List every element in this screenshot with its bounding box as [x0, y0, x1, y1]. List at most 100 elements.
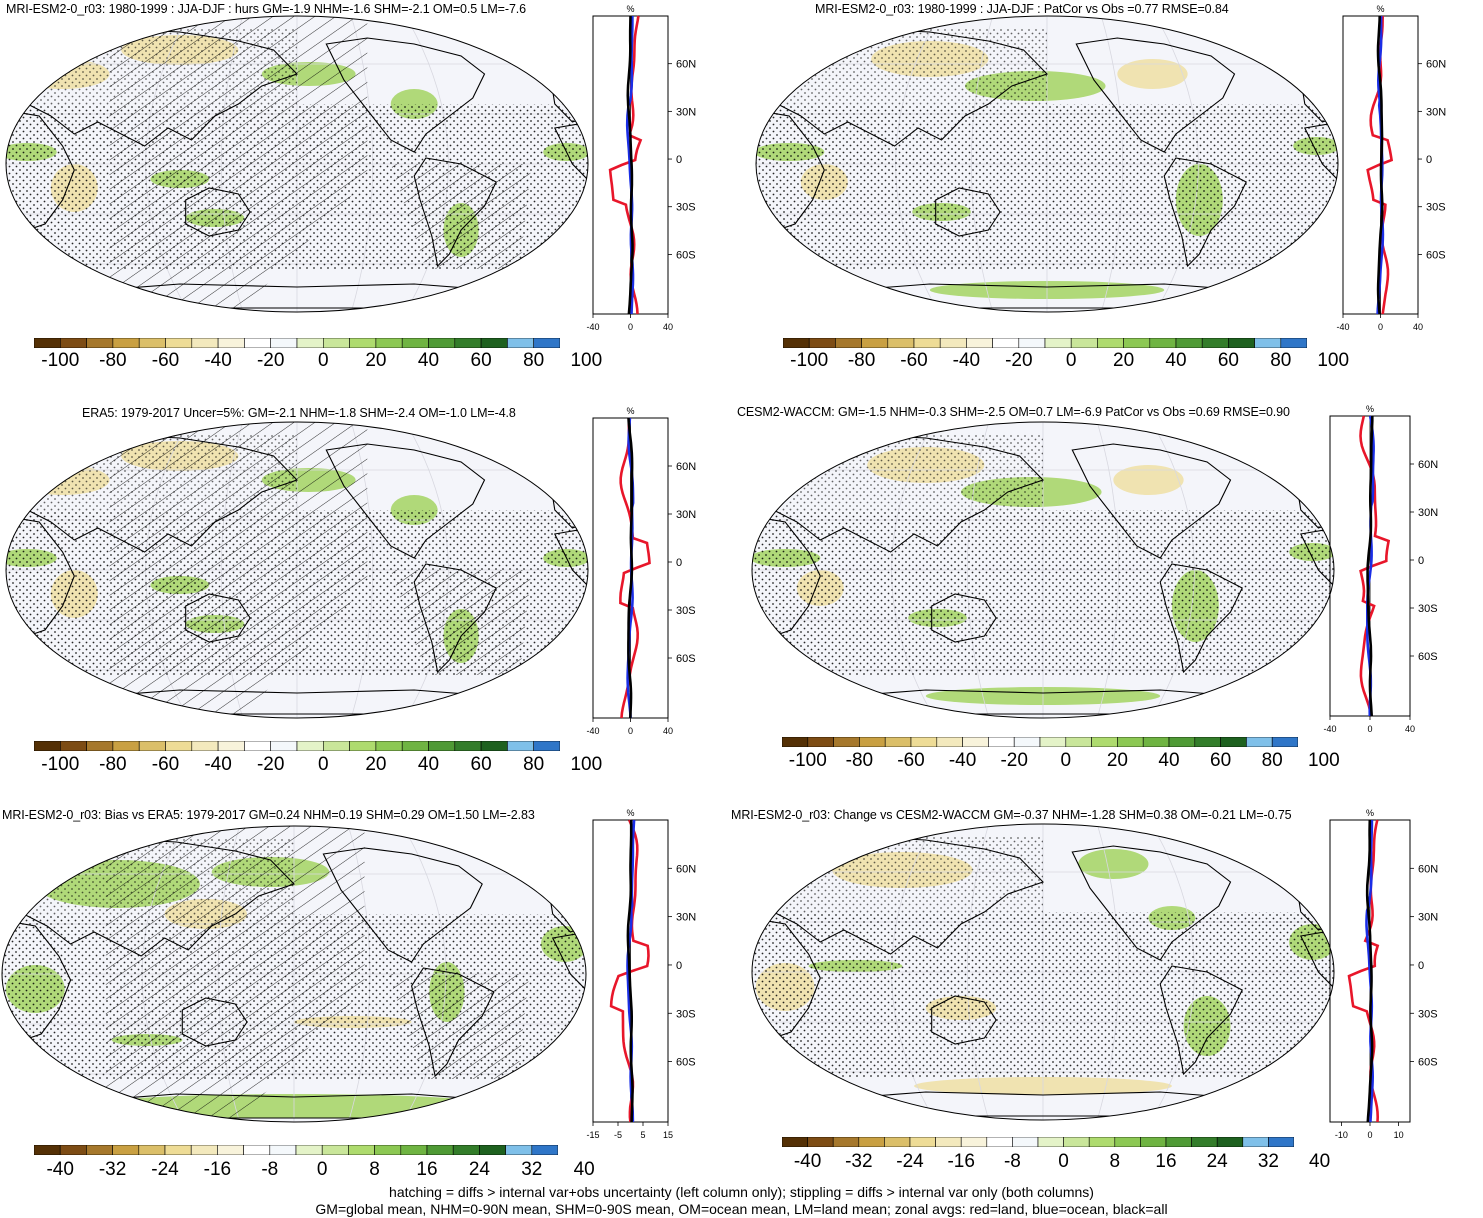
colorbar-tick-label: 60 — [1217, 350, 1239, 371]
map-hatching — [109, 16, 368, 312]
colorbar-tick-label: -16 — [203, 1159, 232, 1180]
map-hatching — [390, 570, 532, 675]
colorbar-swatch — [1065, 737, 1092, 747]
zonal-lat-label: 0 — [1418, 960, 1424, 972]
colorbar-swatch — [321, 1145, 349, 1155]
colorbar-tick-label: 16 — [416, 1159, 438, 1180]
colorbar-swatch — [1165, 1137, 1192, 1147]
colorbar-swatch — [401, 338, 429, 348]
panel-2-colorbar-labels: -100 -80 -60 -40 -20 0 20 40 60 80 100 — [783, 350, 1349, 374]
colorbar-tick-label: -100 — [790, 350, 829, 371]
colorbar-swatch — [1114, 1137, 1141, 1147]
colorbar-swatch — [59, 338, 87, 348]
zonal-x-label: 15 — [663, 1130, 673, 1140]
colorbar-tick-label: 40 — [573, 1159, 595, 1180]
colorbar-swatch — [1254, 338, 1282, 348]
colorbar-swatch — [454, 741, 482, 751]
zonal-all-line — [1365, 819, 1374, 1123]
map-border — [751, 823, 1335, 1121]
colorbar-swatch — [400, 1145, 428, 1155]
colorbar-swatch — [1063, 1137, 1090, 1147]
colorbar-tick-label: 20 — [365, 754, 387, 775]
panel-2-map — [755, 15, 1339, 313]
map-coastline — [185, 187, 251, 237]
panel-5-colorbar-labels: -40 -32 -24 -16 -8 0 8 16 24 32 40 — [34, 1159, 594, 1183]
colorbar-tick-label: 0 — [1060, 750, 1072, 771]
colorbar-swatch — [112, 741, 140, 751]
colorbar-swatch — [1216, 1137, 1244, 1147]
panel-6-title: MRI-ESM2-0_r03: Change vs CESM2-WACCM GM… — [731, 808, 1292, 822]
panel-3-title: ERA5: 1979-2017 Uncer=5%: GM=-2.1 NHM=-1… — [82, 406, 516, 420]
colorbar-swatch — [217, 338, 245, 348]
colorbar-swatch — [1168, 737, 1196, 747]
colorbar-swatch — [1246, 737, 1273, 747]
colorbar-swatch — [322, 338, 350, 348]
zonal-land-line — [608, 15, 643, 315]
zonal-lat-label: 0 — [1418, 555, 1424, 567]
colorbar-tick-label: 40 — [417, 754, 440, 775]
footer-line-2: GM=global mean, NHM=0-90N mean, SHM=0-90… — [315, 1201, 1168, 1217]
colorbar-tick-label: 0 — [316, 1159, 328, 1180]
colorbar-swatch — [1242, 1137, 1269, 1147]
map-coastline — [1245, 25, 1288, 57]
panel-6-map — [751, 823, 1335, 1121]
colorbar-swatch — [782, 737, 809, 747]
colorbar-swatch — [34, 338, 61, 348]
panel-4-zonal-plot: % 60N 30N 0 30S 60S -40 0 40 — [1323, 404, 1438, 734]
colorbar-swatch — [936, 737, 963, 747]
zonal-lat-label: 60S — [1418, 651, 1438, 663]
colorbar-tick-label: -8 — [261, 1159, 279, 1180]
colorbar-swatch — [1201, 338, 1229, 348]
colorbar-tick-label: -32 — [845, 1151, 873, 1172]
zonal-x-label: 0 — [1367, 724, 1372, 734]
colorbar-tick-label: 0 — [1065, 350, 1077, 371]
colorbar-swatch — [1088, 1137, 1116, 1147]
map-coastline — [761, 836, 1045, 955]
zonal-lat-label: 60N — [1418, 459, 1438, 471]
colorbar-swatch — [505, 1145, 533, 1155]
colorbar-tick-label: -100 — [41, 350, 80, 371]
map-stippling — [779, 435, 1043, 510]
zonal-land-line — [619, 417, 651, 719]
colorbar-swatch — [34, 741, 61, 751]
colorbar-tick-label: 20 — [1113, 350, 1135, 371]
colorbar-swatch — [86, 741, 114, 751]
map-coastline — [495, 25, 538, 57]
panel-3-zonal-plot: % 60N 30N 0 30S 60S -40 0 40 — [586, 406, 696, 736]
zonal-x-label: 40 — [663, 726, 673, 736]
map-hatching — [390, 164, 532, 269]
zonal-lat-label: 60N — [676, 461, 696, 473]
colorbar-swatch — [454, 338, 482, 348]
colorbar-tick-label: -24 — [896, 1151, 924, 1172]
zonal-ocean-line — [1365, 820, 1375, 1123]
colorbar-tick-label: 32 — [521, 1159, 543, 1180]
footer-notes: hatching = diffs > internal var+obs unce… — [0, 1184, 1483, 1218]
colorbar-swatch — [939, 338, 967, 348]
colorbar-swatch — [884, 1137, 911, 1147]
zonal-all-line — [1376, 15, 1384, 315]
zonal-lat-label: 0 — [676, 960, 682, 972]
colorbar-swatch — [138, 338, 166, 348]
map-coastline — [11, 838, 296, 957]
colorbar-tick-label: -80 — [845, 750, 874, 771]
panel-3-map — [5, 421, 589, 719]
colorbar-swatch — [244, 741, 271, 751]
colorbar-swatch — [988, 737, 1015, 747]
zonal-x-label: 40 — [663, 322, 673, 332]
colorbar-swatch — [428, 741, 456, 751]
colorbar-swatch — [913, 338, 941, 348]
panel-5-title: MRI-ESM2-0_r03: Bias vs ERA5: 1979-2017 … — [2, 808, 535, 822]
colorbar-swatch — [1039, 737, 1067, 747]
colorbar-swatch — [164, 1145, 192, 1155]
map-stippling — [779, 837, 1043, 912]
colorbar-swatch — [960, 1137, 988, 1147]
zonal-x-label: 0 — [1378, 322, 1383, 332]
map-coastline — [15, 434, 299, 553]
colorbar-swatch — [270, 741, 298, 751]
colorbar-swatch — [859, 737, 886, 747]
zonal-lat-label: 0 — [1426, 154, 1432, 166]
colorbar-swatch — [86, 1145, 113, 1155]
colorbar-tick-label: 100 — [1317, 350, 1350, 371]
colorbar-swatch — [112, 1145, 140, 1155]
colorbar-swatch — [986, 1137, 1013, 1147]
